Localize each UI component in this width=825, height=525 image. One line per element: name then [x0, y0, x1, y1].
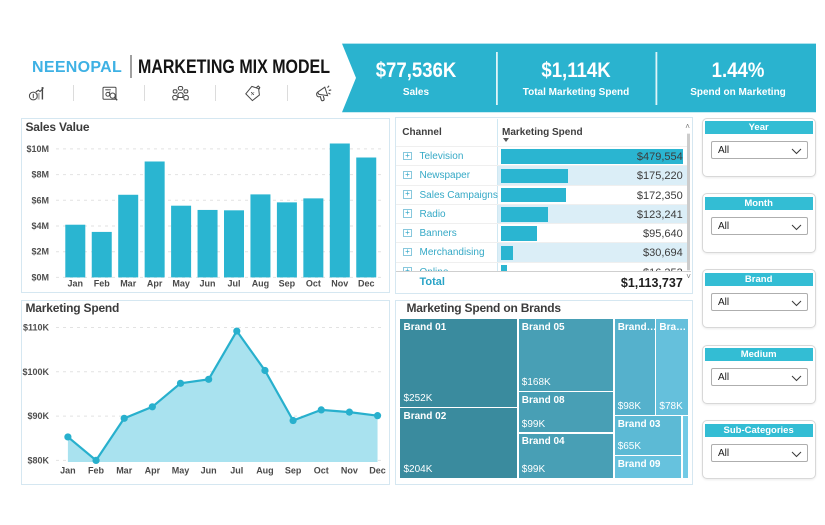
svg-text:Jan: Jan [60, 465, 76, 475]
svg-text:$10M: $10M [26, 144, 49, 154]
svg-text:Nov: Nov [341, 465, 358, 475]
svg-text:Sep: Sep [279, 279, 296, 289]
svg-text:Jun: Jun [200, 279, 216, 289]
svg-text:$100K: $100K [22, 366, 49, 376]
svg-text:Jul: Jul [227, 279, 240, 289]
svg-text:$6M: $6M [31, 195, 49, 205]
svg-text:Feb: Feb [88, 465, 105, 475]
svg-text:Oct: Oct [306, 279, 321, 289]
svg-text:May: May [172, 465, 190, 475]
svg-text:$80K: $80K [27, 455, 49, 465]
svg-text:Sep: Sep [285, 465, 302, 475]
svg-text:$90K: $90K [27, 411, 49, 421]
svg-text:Dec: Dec [369, 465, 386, 475]
svg-text:Dec: Dec [358, 279, 375, 289]
svg-text:Aug: Aug [256, 465, 274, 475]
svg-text:Apr: Apr [147, 279, 163, 289]
svg-text:$110K: $110K [23, 322, 50, 332]
svg-text:Aug: Aug [252, 279, 270, 289]
svg-text:Nov: Nov [331, 279, 348, 289]
svg-text:Jul: Jul [230, 465, 243, 475]
svg-text:$8M: $8M [31, 169, 49, 179]
svg-text:Feb: Feb [94, 279, 111, 289]
svg-text:$2M: $2M [31, 247, 49, 257]
svg-text:Oct: Oct [314, 465, 329, 475]
svg-text:$4M: $4M [31, 221, 49, 231]
svg-text:Mar: Mar [120, 279, 137, 289]
svg-text:May: May [172, 279, 190, 289]
svg-text:Jun: Jun [201, 465, 217, 475]
svg-text:Apr: Apr [145, 465, 161, 475]
svg-text:Jan: Jan [68, 279, 84, 289]
svg-text:$0M: $0M [31, 272, 49, 282]
svg-text:Mar: Mar [116, 465, 133, 475]
